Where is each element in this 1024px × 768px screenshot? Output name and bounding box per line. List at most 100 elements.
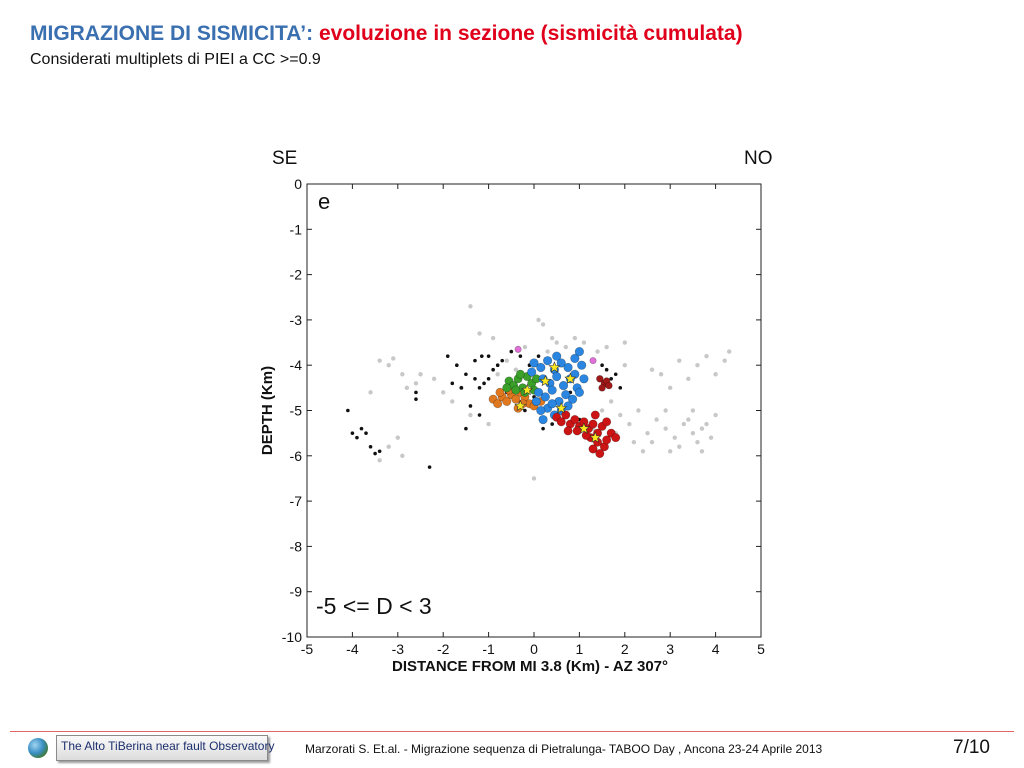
event-point bbox=[509, 349, 514, 354]
event-point bbox=[636, 408, 641, 413]
mainshock-star bbox=[539, 374, 552, 387]
event-point bbox=[549, 335, 555, 341]
event-point bbox=[695, 440, 700, 445]
event-point bbox=[441, 390, 446, 395]
event-point bbox=[413, 381, 419, 386]
event-point bbox=[459, 386, 464, 390]
event-point bbox=[495, 372, 500, 377]
event-point bbox=[502, 383, 512, 393]
event-point bbox=[491, 367, 495, 372]
event-point bbox=[609, 376, 613, 381]
mainshock-star bbox=[548, 361, 561, 373]
event-point bbox=[468, 412, 473, 418]
event-point bbox=[418, 372, 423, 377]
event-point bbox=[511, 394, 521, 404]
event-point bbox=[654, 417, 659, 422]
event-point bbox=[686, 376, 691, 381]
event-point bbox=[563, 426, 573, 436]
event-point bbox=[604, 344, 609, 350]
event-point bbox=[690, 408, 696, 413]
globe-logo-icon bbox=[28, 738, 48, 758]
event-point bbox=[464, 372, 468, 377]
event-point bbox=[556, 358, 566, 368]
event-point bbox=[431, 376, 437, 381]
event-point bbox=[622, 363, 627, 368]
event-point bbox=[672, 435, 677, 440]
event-point bbox=[386, 444, 391, 449]
event-point bbox=[477, 413, 482, 417]
y-tick-label: -2 bbox=[290, 267, 303, 283]
x-tick-label: 4 bbox=[712, 641, 720, 657]
event-point bbox=[645, 430, 650, 436]
event-point bbox=[579, 374, 589, 384]
event-point bbox=[588, 444, 598, 454]
x-tick-label: 5 bbox=[757, 641, 765, 657]
range-annotation: -5 <= D < 3 bbox=[316, 593, 432, 619]
mainshock-star bbox=[514, 399, 527, 412]
y-tick-label: -10 bbox=[282, 629, 302, 645]
event-point bbox=[536, 317, 541, 323]
event-point bbox=[490, 335, 496, 341]
event-point bbox=[604, 367, 609, 372]
event-point bbox=[727, 349, 732, 354]
event-point bbox=[355, 435, 359, 440]
event-point bbox=[558, 380, 569, 391]
event-point bbox=[588, 419, 598, 429]
mainshock-star bbox=[521, 383, 534, 396]
event-point bbox=[540, 392, 550, 402]
slide-title: MIGRAZIONE DI SISMICITA’: evoluzione in … bbox=[30, 22, 743, 46]
event-point bbox=[538, 414, 548, 425]
event-point bbox=[541, 426, 545, 431]
event-point bbox=[545, 349, 550, 354]
title-main: MIGRAZIONE DI SISMICITA’: bbox=[30, 22, 314, 45]
event-point bbox=[602, 417, 612, 427]
event-point bbox=[704, 353, 709, 359]
event-point bbox=[477, 331, 482, 336]
y-axis-label: DEPTH (Km) bbox=[259, 366, 276, 455]
event-point bbox=[414, 397, 418, 401]
event-point bbox=[618, 412, 623, 418]
event-point bbox=[523, 408, 527, 413]
event-point bbox=[522, 344, 528, 350]
x-tick-label: -4 bbox=[346, 641, 359, 657]
event-point bbox=[713, 412, 718, 418]
x-tick-label: -3 bbox=[392, 641, 405, 657]
event-point bbox=[482, 381, 486, 386]
event-point bbox=[677, 358, 682, 363]
event-point bbox=[386, 363, 391, 368]
y-tick-label: -7 bbox=[290, 493, 303, 509]
event-point bbox=[377, 458, 382, 463]
x-tick-label: 3 bbox=[666, 641, 674, 657]
direction-label-no: NO bbox=[744, 148, 773, 169]
mainshock-star bbox=[555, 401, 568, 414]
event-point bbox=[477, 386, 482, 390]
event-point bbox=[493, 399, 503, 409]
event-point bbox=[373, 451, 377, 456]
event-point bbox=[400, 372, 405, 377]
event-point bbox=[613, 372, 618, 377]
event-point bbox=[708, 435, 714, 440]
event-point bbox=[427, 465, 432, 469]
event-point bbox=[450, 381, 455, 386]
footer-citation: Marzorati S. Et.al. - Migrazione sequenz… bbox=[305, 742, 823, 756]
event-point bbox=[595, 449, 605, 459]
event-point bbox=[552, 371, 562, 382]
event-point bbox=[563, 362, 573, 373]
event-point bbox=[529, 358, 539, 368]
event-point bbox=[663, 408, 668, 413]
event-point bbox=[704, 421, 709, 427]
x-axis-label: DISTANCE FROM MI 3.8 (Km) - AZ 307° bbox=[392, 658, 668, 675]
title-highlight: evoluzione in sezione (sismicità cumulat… bbox=[318, 22, 743, 45]
y-tick-label: -9 bbox=[290, 584, 303, 600]
event-point bbox=[570, 353, 580, 364]
event-point bbox=[531, 396, 541, 407]
event-point bbox=[627, 421, 632, 427]
event-point bbox=[640, 449, 646, 454]
event-point bbox=[556, 417, 566, 427]
event-point bbox=[455, 363, 459, 368]
event-point bbox=[377, 449, 382, 454]
mainshock-star bbox=[577, 422, 590, 434]
x-tick-label: -1 bbox=[482, 641, 495, 657]
event-point bbox=[590, 410, 600, 420]
